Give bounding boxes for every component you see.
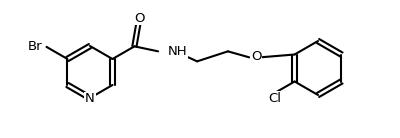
Text: Br: Br — [28, 40, 42, 53]
Text: Cl: Cl — [268, 91, 281, 105]
Text: NH: NH — [168, 45, 188, 58]
Text: O: O — [134, 12, 145, 25]
Text: N: N — [85, 92, 95, 105]
Text: O: O — [251, 50, 262, 63]
